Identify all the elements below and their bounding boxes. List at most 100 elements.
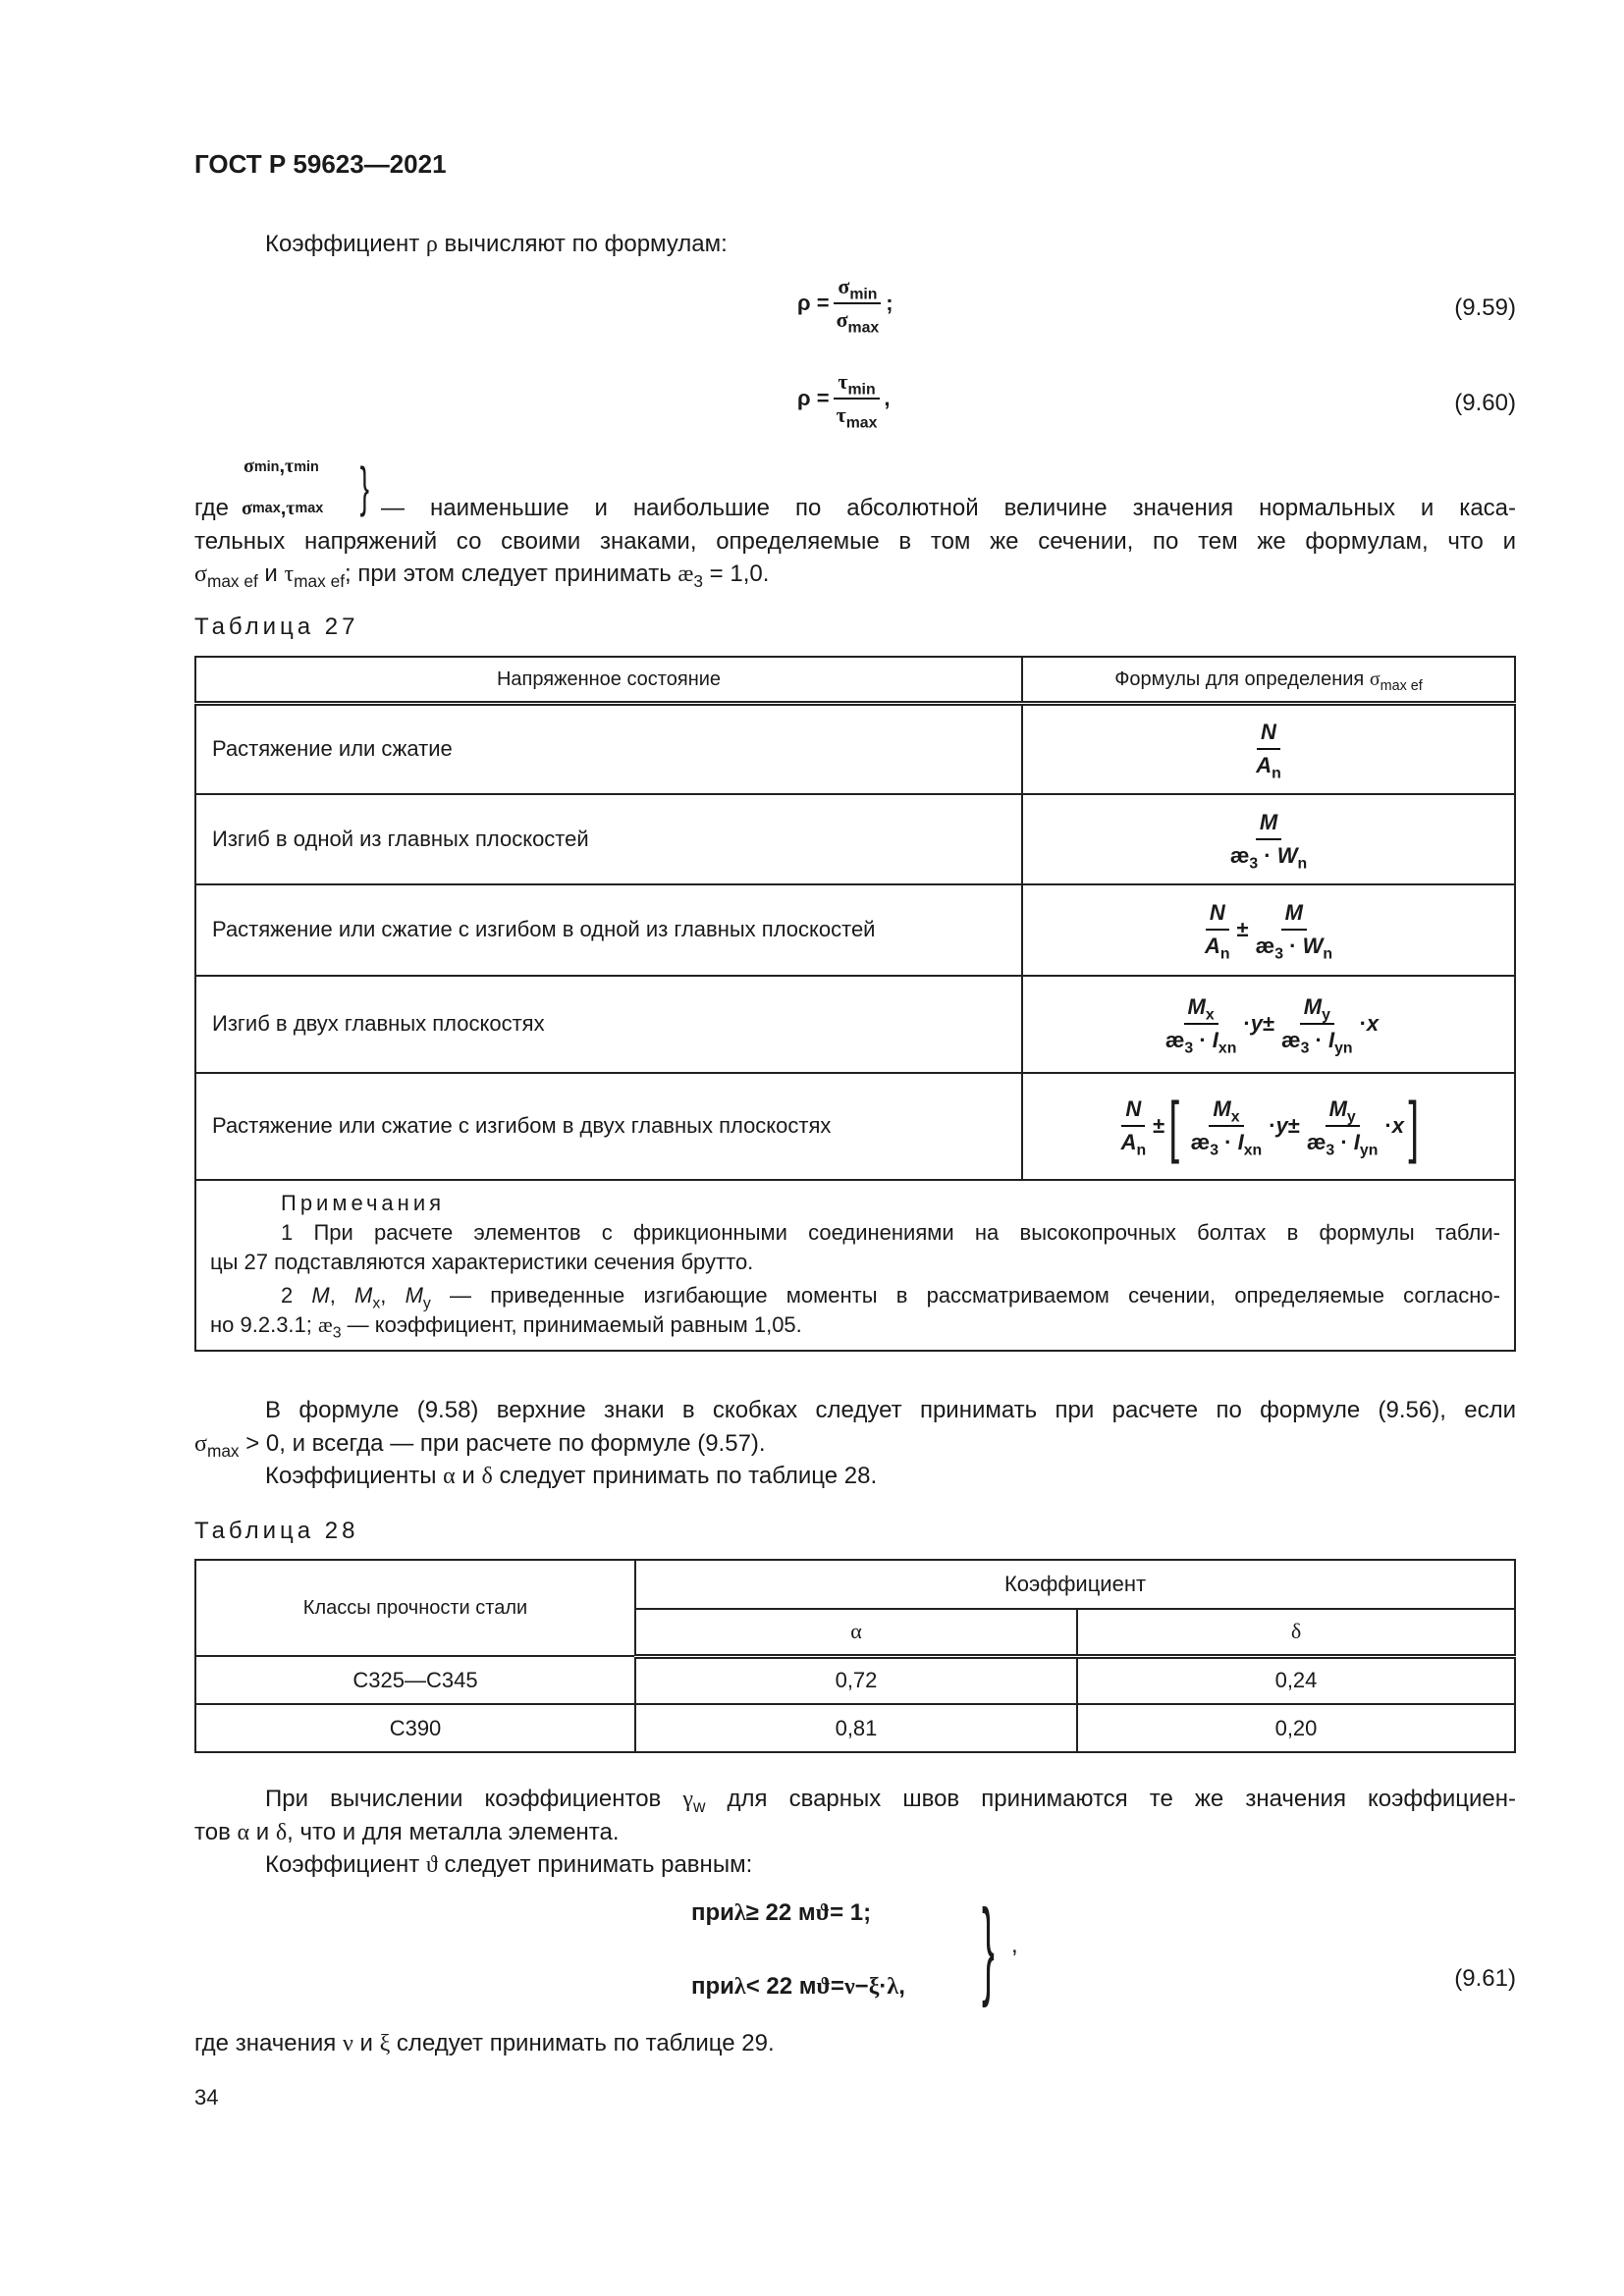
text-segment: следует принимать по таблице 28. <box>492 1463 878 1489</box>
notes-title: Примечания <box>281 1190 446 1215</box>
symbol: α <box>443 1464 456 1489</box>
numerator: M <box>1255 809 1282 840</box>
symbol: τ <box>284 561 295 587</box>
subscript: x <box>1205 1006 1215 1024</box>
subscript: y <box>1346 1108 1356 1126</box>
eq-punct: , <box>884 386 891 410</box>
table-row: Растяжение или сжатие N An <box>194 702 1516 795</box>
para2-line2: σmax > 0, и всегда — при расчете по форм… <box>194 1429 1516 1462</box>
subscript: 3 <box>1274 945 1283 963</box>
numerator: My <box>1325 1095 1360 1127</box>
text-segment: , <box>898 1973 905 2000</box>
subscript: y <box>1322 1006 1330 1024</box>
symbol: æ <box>677 561 694 587</box>
symbol: æ <box>318 1311 333 1337</box>
table-28: Классы прочности стали Коэффициент α δ С… <box>194 1559 1516 1753</box>
table-27: Напряженное состояние Формулы для опреде… <box>194 656 1516 1352</box>
text-segment: при <box>691 1973 734 2000</box>
subscript: xn <box>1243 1142 1263 1159</box>
fraction: My æ3 · Iyn <box>1277 993 1357 1056</box>
symbol: σ <box>242 498 252 519</box>
variable: x <box>1391 1113 1404 1138</box>
variable: M <box>1303 994 1323 1019</box>
subscript: 3 <box>1210 1142 1219 1159</box>
symbol: τ <box>286 498 296 519</box>
subscript: 3 <box>1326 1142 1335 1159</box>
symbol: σ <box>244 455 254 477</box>
numerator: Mx <box>1183 993 1218 1025</box>
equation-label-9-60: (9.60) <box>1454 390 1516 416</box>
state-cell: Изгиб в одной из главных плоскостей <box>194 792 1023 885</box>
symbol: α <box>237 1820 250 1845</box>
variable: N <box>1261 720 1276 745</box>
text-segment: следует принимать равным: <box>437 1851 753 1878</box>
variable: M <box>1187 994 1206 1019</box>
document-header: ГОСТ Р 59623—2021 <box>194 149 447 179</box>
text-segment: æ <box>1306 1130 1326 1154</box>
symbol: λ <box>887 1973 899 2000</box>
subscript: max <box>206 1441 240 1462</box>
variable: N <box>1125 1096 1142 1121</box>
bracket: ] <box>1408 1088 1420 1164</box>
text-segment: , <box>329 1282 355 1308</box>
variable: y <box>1275 1113 1288 1138</box>
subscript: 3 <box>1249 855 1259 873</box>
table-row: С390 0,81 0,20 <box>194 1703 1516 1753</box>
eq961-line2: при λ < 22 м ϑ = ν − ξ · λ , <box>691 1973 905 2001</box>
text-segment: и <box>257 561 285 587</box>
symbol: λ <box>733 1973 746 2000</box>
symbol: δ <box>481 1464 493 1489</box>
final-line: где значения ν и ξ следует принимать по … <box>194 2029 1516 2058</box>
text-segment: ≥ 22 м <box>745 1899 816 1926</box>
fraction: τmin τmax <box>833 368 882 431</box>
text-segment: и <box>249 1819 276 1845</box>
table-row: Растяжение или сжатие с изгибом в одной … <box>194 882 1516 977</box>
equation-label-9-59: (9.59) <box>1454 294 1516 321</box>
text-segment: æ <box>1229 842 1250 868</box>
subscript: max ef <box>206 571 258 592</box>
where-line1: — наименьшие и наибольшие по абсолютной … <box>381 495 1516 521</box>
symbol: σ <box>838 274 850 298</box>
text-segment: · <box>1258 842 1277 868</box>
variable: M <box>1213 1096 1231 1121</box>
table27-caption: Таблица 27 <box>194 614 359 640</box>
variable: M <box>405 1282 423 1308</box>
text-segment: , <box>279 455 286 477</box>
note1-line2: цы 27 подставляются характеристики сечен… <box>210 1249 754 1274</box>
denominator: æ3 · Wn <box>1252 931 1336 963</box>
variable: M <box>354 1282 373 1308</box>
symbol: ϑ <box>425 1852 438 1878</box>
symbol: σ <box>836 307 848 332</box>
formula: Mx æ3 · Ixn · y ± My æ3 · Iyn · x <box>1159 993 1379 1056</box>
symbol: τ <box>836 402 846 427</box>
variable: M <box>311 1282 330 1308</box>
subscript: yn <box>1359 1142 1379 1159</box>
text-segment: · <box>1243 1011 1251 1036</box>
subscript: w <box>692 1796 706 1817</box>
text-segment: — коэффициент, принимаемый равным 1,05. <box>341 1311 802 1337</box>
variable: I <box>1237 1130 1244 1154</box>
table28-caption: Таблица 28 <box>194 1518 359 1544</box>
para2-line1: В формуле (9.58) верхние знаки в скобках… <box>265 1397 1516 1423</box>
col-header-class: Классы прочности стали <box>194 1559 636 1657</box>
right-brace: } <box>359 455 370 517</box>
variable: N <box>1209 900 1225 925</box>
text-segment: 2 <box>281 1282 312 1308</box>
text-segment: · <box>1384 1113 1392 1138</box>
eq961-punct: , <box>1011 1932 1018 1958</box>
symbol: ν <box>342 2031 353 2056</box>
text-segment: и <box>455 1463 482 1489</box>
formula-cell: Mx æ3 · Ixn · y ± My æ3 · Iyn · x <box>1021 974 1516 1074</box>
para2-line3: Коэффициенты α и δ следует принимать по … <box>265 1462 1516 1491</box>
formula: N An ±[Mx æ3 · Ixn · y ± My æ3 · Iyn · x] <box>1114 1092 1424 1160</box>
denominator: æ3 · Ixn <box>1187 1127 1267 1159</box>
text-segment: = 1; <box>830 1899 872 1926</box>
text-segment: · <box>1193 1028 1213 1052</box>
fraction: Mx æ3 · Ixn <box>1162 993 1241 1056</box>
variable: M <box>1284 900 1303 925</box>
text-segment: · <box>879 1973 888 2000</box>
para3-line3: Коэффициент ϑ следует принимать равным: <box>265 1850 1516 1880</box>
col-header-alpha: α <box>634 1608 1078 1659</box>
